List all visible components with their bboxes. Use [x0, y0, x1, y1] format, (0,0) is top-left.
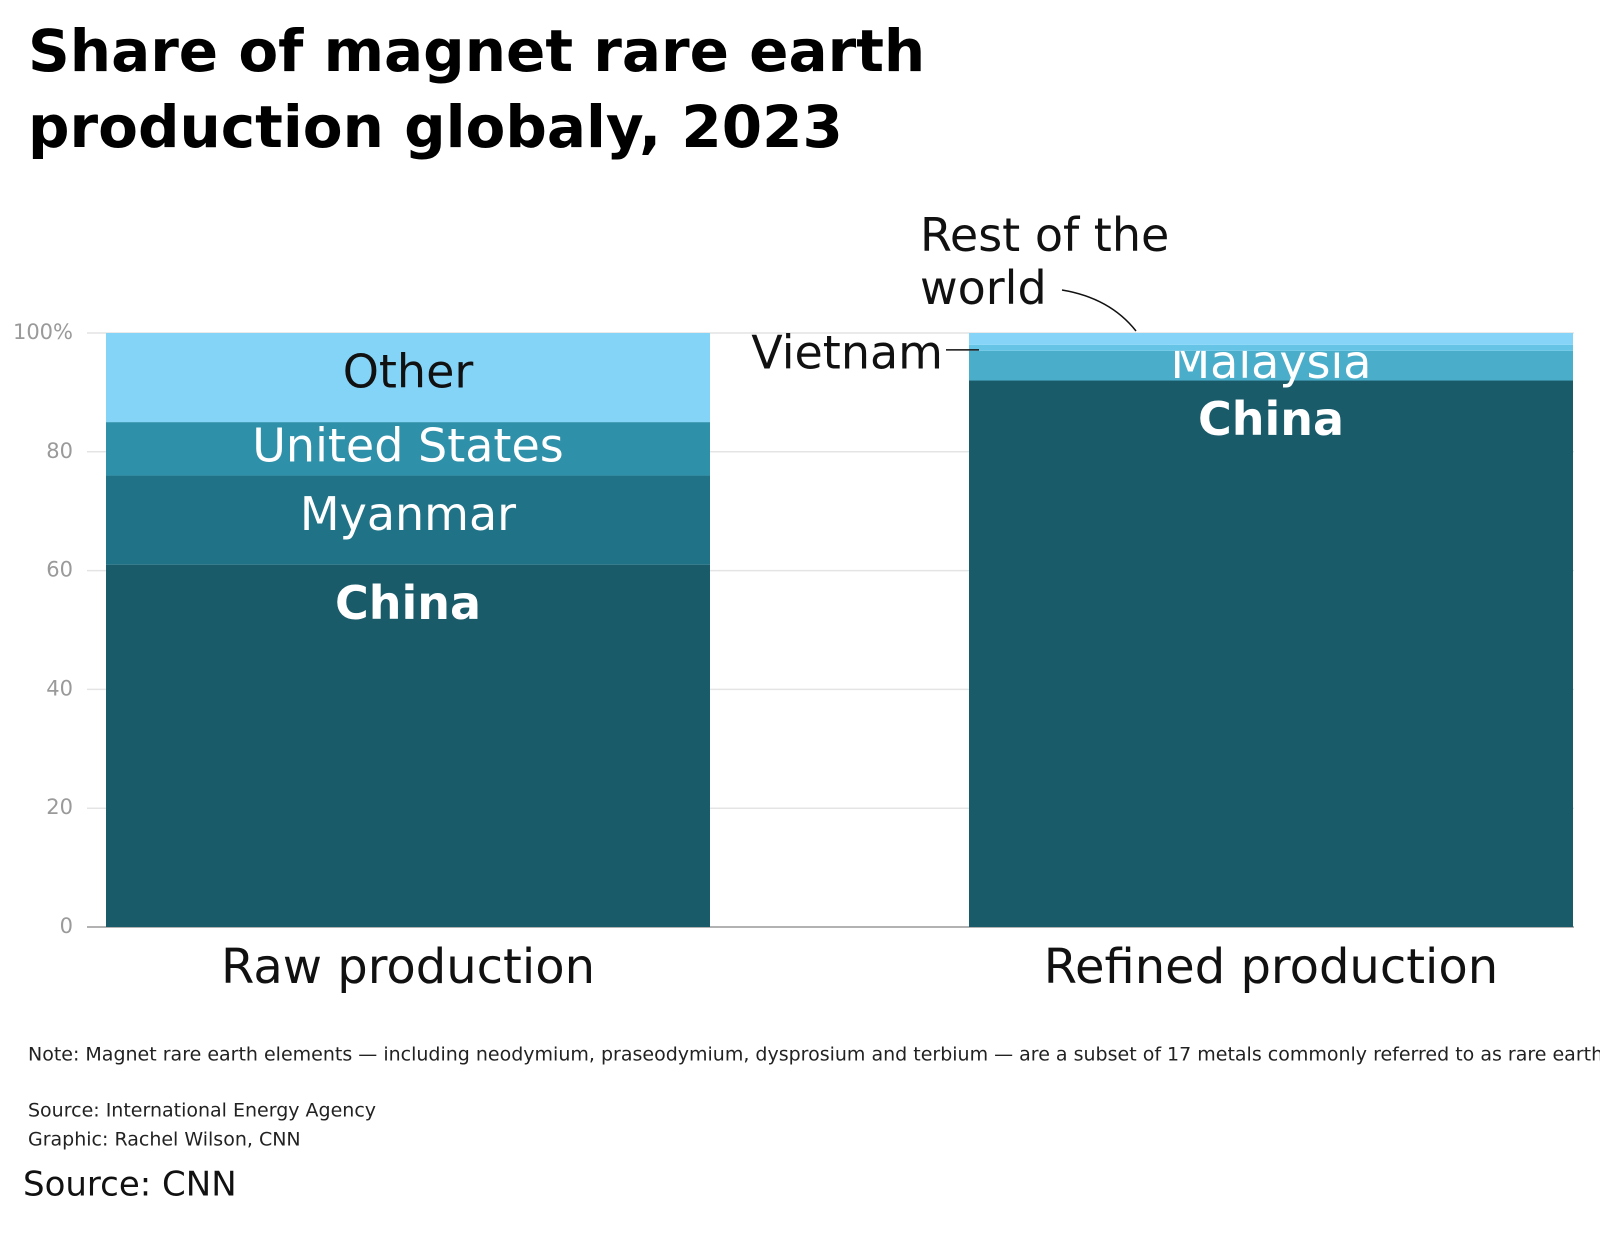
annotation-label: Rest of the world: [920, 208, 1184, 315]
bar-segment: [106, 475, 710, 565]
y-tick-label: 20: [46, 795, 73, 819]
annotation-label: Vietnam: [751, 325, 943, 379]
x-tick-label: Refined production: [1044, 939, 1498, 995]
y-tick-label: 0: [60, 914, 73, 938]
bar-segment: [969, 380, 1573, 927]
bar-segment: [106, 422, 710, 476]
leader-line: [1061, 289, 1137, 332]
y-tick-label: 60: [46, 558, 73, 582]
y-tick-label: 80: [46, 439, 73, 463]
bar-segment: [106, 564, 710, 927]
segment-label: Other: [343, 345, 474, 399]
segment-label: Myanmar: [300, 487, 516, 541]
note: Note: Magnet rare earth elements — inclu…: [28, 1044, 1600, 1066]
segment-label: United States: [252, 418, 564, 472]
segment-label: China: [1198, 392, 1344, 446]
segment-label: China: [335, 576, 481, 630]
x-tick-label: Raw production: [221, 939, 595, 995]
credit: Graphic: Rachel Wilson, CNN: [28, 1129, 301, 1151]
bar-segment: [106, 333, 710, 423]
source: Source: International Energy Agency: [28, 1100, 376, 1122]
bar-segment: [969, 344, 1573, 351]
y-tick-label: 100%: [13, 320, 73, 344]
footer: Source: CNN: [23, 1165, 237, 1205]
y-tick-label: 40: [46, 676, 73, 700]
bar-segment: [969, 350, 1573, 381]
chart-title: Share of magnet rare earth production gl…: [28, 17, 945, 161]
bar-segment: [969, 333, 1573, 345]
